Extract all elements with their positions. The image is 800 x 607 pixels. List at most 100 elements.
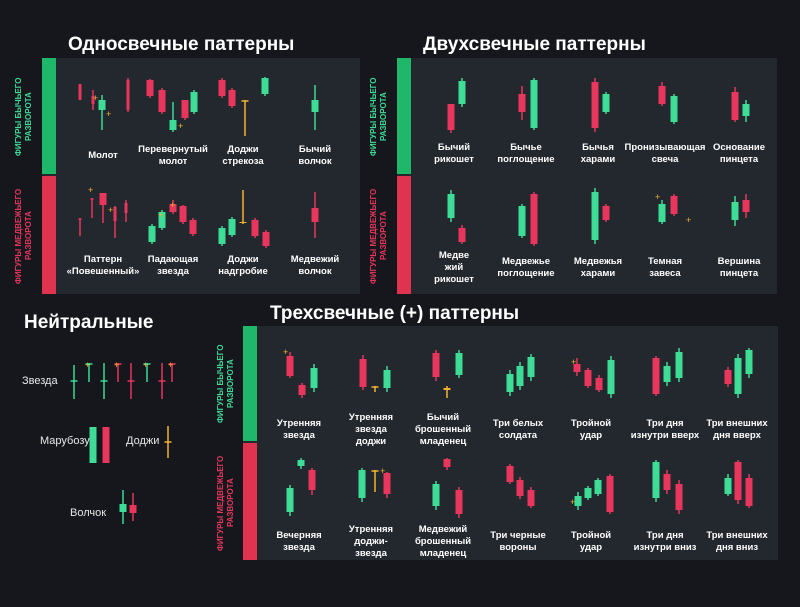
- caption-evening-doji-star: Утренняя доджи- звезда: [348, 524, 394, 559]
- marker-dot: +: [88, 185, 93, 195]
- marker-dot: +: [170, 200, 175, 210]
- candle: [383, 366, 391, 392]
- candle: [602, 204, 610, 222]
- marker-dot: +: [178, 121, 183, 131]
- candle: [158, 210, 166, 230]
- caption-three-white-soldiers: Три белых солдата: [492, 418, 544, 441]
- bull-side-bar: [397, 58, 411, 174]
- caption-dragonfly-doji: Доджи стрекоза: [222, 144, 264, 167]
- caption-three-outside-down: Три внешних дня вниз: [706, 530, 768, 553]
- candle: [724, 367, 732, 387]
- candle: [78, 218, 82, 236]
- candle: [506, 464, 514, 484]
- candle: [126, 78, 130, 112]
- caption-tweezer-top: Вершина пинцета: [717, 256, 761, 279]
- candle: [297, 458, 305, 469]
- candle: [169, 102, 177, 132]
- candle: [595, 375, 603, 392]
- caption-bearish-engulfing: Медвежье поглощение: [497, 256, 555, 279]
- caption-three-inside-down: Три дня изнутри вниз: [633, 530, 697, 553]
- marker-dot: +: [655, 192, 660, 202]
- caption-inverted-hammer: Перевернутый молот: [138, 144, 208, 167]
- candle: [129, 493, 137, 521]
- candle: [70, 365, 78, 399]
- panel-single-candle: [42, 58, 360, 294]
- marker-dot: +: [114, 360, 119, 370]
- caption-piercing-line: Пронизывающая свеча: [624, 142, 706, 165]
- caption-tweezer-bottom: Основание пинцета: [712, 142, 766, 165]
- marker-dot: +: [158, 210, 163, 220]
- heading-double-candle: Двухсвечные паттерны: [423, 34, 646, 55]
- candle: [158, 363, 166, 399]
- marker-dot: +: [106, 109, 111, 119]
- candle: [745, 348, 753, 378]
- candle: [261, 77, 269, 96]
- candle: [310, 364, 318, 392]
- candle: [89, 427, 97, 463]
- candle: [734, 354, 742, 398]
- caption-bullish-harami: Бычья харами: [580, 142, 616, 165]
- candle: [308, 468, 316, 495]
- candle: [734, 460, 742, 504]
- candle: [527, 487, 535, 508]
- candle: [311, 192, 319, 238]
- caption-bearish-harami: Медвежья харами: [573, 256, 623, 279]
- candle: [607, 356, 615, 398]
- label-spinning-top: Волчок: [70, 507, 107, 519]
- candle: [518, 86, 526, 120]
- caption-bullish-three-line-strike: Тройной удар: [570, 418, 612, 441]
- caption-bullish-kicker: Бычий рикошет: [434, 142, 474, 165]
- candle: [359, 355, 367, 390]
- marker-dot: +: [686, 215, 691, 225]
- candle: [658, 82, 666, 106]
- marker-dot: +: [143, 360, 148, 370]
- candle: [432, 350, 440, 381]
- candle: [658, 200, 666, 224]
- caption-shooting-star: Падающая звезда: [147, 254, 199, 277]
- candle: [124, 200, 128, 222]
- candle: [90, 198, 94, 218]
- candle: [602, 92, 610, 114]
- candle: [383, 472, 391, 498]
- caption-three-black-crows: Три черные вороны: [490, 530, 546, 553]
- candle: [432, 481, 440, 510]
- caption-evening-star: Вечерняя звезда: [276, 530, 322, 553]
- candle: [573, 358, 581, 376]
- candle: [731, 87, 739, 122]
- candle: [181, 100, 189, 120]
- candle: [652, 460, 660, 502]
- candle: [530, 192, 538, 246]
- caption-bullish-abandoned-baby: Бычий брошенный младенец: [414, 412, 472, 447]
- marker-dot: +: [571, 357, 576, 367]
- candle: [455, 350, 463, 378]
- candle: [98, 95, 106, 130]
- heading-single-candle: Односвечные паттерны: [68, 34, 295, 55]
- candle: [119, 490, 127, 524]
- panel-triple-candle: [243, 326, 778, 560]
- candle: [228, 88, 236, 108]
- candle: [443, 386, 451, 398]
- candle: [99, 193, 107, 223]
- candle: [146, 79, 154, 98]
- bull-side-bar: [243, 326, 257, 441]
- candle: [148, 224, 156, 244]
- candle: [742, 100, 750, 122]
- candle: [458, 78, 466, 107]
- caption-bearish-abandoned-baby: Медвежий брошенный младенец: [414, 524, 472, 559]
- candle: [516, 477, 524, 499]
- candle: [190, 90, 198, 114]
- candle: [239, 190, 247, 224]
- candle: [443, 458, 451, 470]
- candle: [591, 78, 599, 132]
- candle: [241, 100, 249, 136]
- label-doji: Доджи: [126, 435, 160, 447]
- candle: [114, 363, 122, 382]
- candle: [584, 486, 592, 500]
- candle: [102, 427, 110, 463]
- marker-dot: +: [108, 205, 113, 215]
- candle: [218, 78, 226, 98]
- candle: [675, 348, 683, 382]
- candle: [663, 362, 671, 386]
- bear-side-bar: [243, 443, 257, 560]
- caption-bullish-engulfing: Бычье поглощение: [497, 142, 555, 165]
